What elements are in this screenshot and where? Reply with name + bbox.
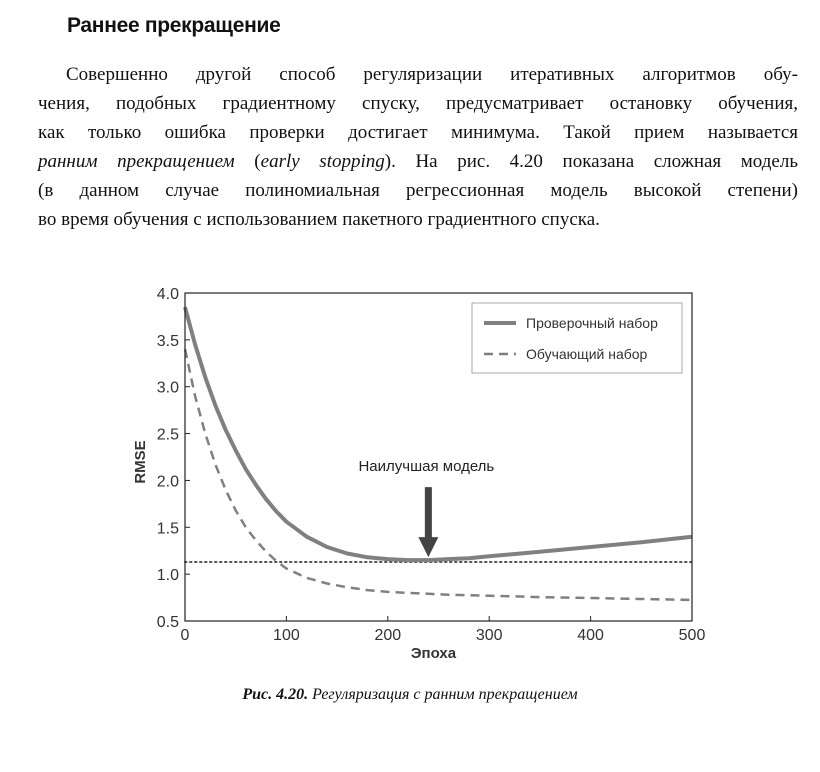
caption-text: Регуляризация с ранним прекращением — [312, 686, 578, 703]
paragraph-line: как только ошибка проверки достигает мин… — [38, 122, 798, 143]
paragraph-line: ранним прекращением (early stopping). На… — [38, 147, 798, 176]
series-line-training — [183, 348, 693, 602]
annotation-label: Наилучшая модель — [358, 458, 494, 475]
y-tick-label: 3.5 — [157, 333, 179, 350]
series-line-validation — [183, 306, 693, 563]
x-tick-label: 300 — [476, 627, 503, 644]
y-tick-label: 3.0 — [157, 380, 179, 397]
paragraph-line: во время обучения с использованием пакет… — [38, 209, 600, 230]
paragraph-line: (в данном случае полиномиальная регресси… — [38, 180, 798, 201]
rmse-epoch-chart: 0 100 200 300 400 500 0.5 1.0 1.5 2.0 2.5 3.0 3.5 4.0… — [132, 286, 706, 662]
section-heading: Раннее прекращение — [67, 14, 281, 37]
figure-caption: Рис. 4.20. Регуляризация с ранним прекра… — [0, 686, 820, 704]
paragraph-line: Совершенно другой способ регуляризации и… — [66, 64, 798, 85]
legend-box — [471, 302, 683, 374]
y-tick-label: 2.5 — [157, 427, 179, 444]
term-russian: ранним прекращением — [38, 151, 235, 172]
legend-label: Обучающий набор — [526, 346, 648, 362]
paragraph-line: чения, подобных градиентному спуску, пре… — [38, 93, 798, 114]
paren-open: ( — [234, 151, 261, 172]
x-axis-label: Эпоха — [411, 645, 457, 662]
plot-frame — [184, 292, 693, 622]
y-tick-label: 0.5 — [157, 614, 179, 631]
caption-label: Рис. 4.20. — [242, 686, 309, 703]
x-tick-label: 0 — [181, 627, 190, 644]
x-tick-label: 400 — [577, 627, 604, 644]
body-paragraph: Совершенно другой способ регуляризации и… — [38, 60, 798, 234]
x-tick-label: 100 — [273, 627, 300, 644]
x-tick-label: 200 — [374, 627, 401, 644]
y-tick-label: 1.0 — [157, 567, 179, 584]
legend-label: Проверочный набор — [526, 315, 658, 331]
paragraph-text: ). На рис. 4.20 показана сложная модель — [384, 151, 798, 172]
y-tick-label: 4.0 — [157, 286, 179, 303]
y-axis-label: RMSE — [132, 440, 149, 483]
x-tick-label: 500 — [679, 627, 706, 644]
y-tick-label: 2.0 — [157, 473, 179, 490]
y-tick-label: 1.5 — [157, 520, 179, 537]
annotation-arrow-head — [418, 537, 439, 558]
term-english: early stopping — [260, 151, 385, 172]
